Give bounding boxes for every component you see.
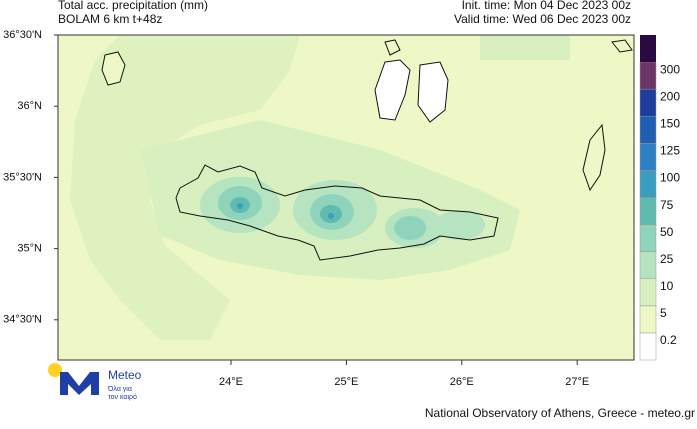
- colorbar-segment: [639, 197, 657, 225]
- colorbar-label: 25: [660, 252, 674, 266]
- colorbar-segment: [639, 251, 657, 280]
- colorbar-segment: [639, 332, 657, 361]
- colorbar-label: 5: [660, 306, 667, 320]
- colorbar-label: 150: [660, 117, 680, 131]
- colorbar-label: 100: [660, 171, 680, 185]
- lon-label: 24°E: [219, 376, 243, 388]
- logo-tagline: τον καιρό: [108, 393, 137, 401]
- lon-label: 26°E: [450, 376, 474, 388]
- precip-area: [328, 213, 334, 219]
- colorbar: 0.2 5 10 25 50 75 100 125 150 200 300: [639, 35, 680, 361]
- island: [374, 59, 411, 121]
- colorbar-label: 200: [660, 89, 680, 103]
- colorbar-segment: [639, 116, 657, 144]
- colorbar-segment: [639, 61, 657, 90]
- island: [611, 39, 633, 53]
- precip-area: [237, 203, 243, 209]
- logo-sun: [48, 363, 62, 377]
- title: Total acc. precipitation (mm): [58, 0, 208, 12]
- logo-tagline: Όλα για: [107, 386, 132, 393]
- colorbar-label: 300: [660, 62, 680, 76]
- colorbar-label: 125: [660, 144, 680, 158]
- map-frame: [57, 34, 635, 361]
- model: BOLAM 6 km t+48z: [58, 12, 162, 26]
- lon-label: 25°E: [334, 376, 358, 388]
- lat-label: 36°30'N: [3, 29, 42, 41]
- map: 36°30'N 36°N 35°30'N 35°N 34°30'N 24°E 25°E 26…: [3, 29, 635, 388]
- island: [582, 123, 606, 192]
- lat-label: 34°30'N: [3, 314, 42, 326]
- logo: Meteo Όλα για τον καιρό: [48, 363, 142, 401]
- colorbar-segment: [639, 224, 657, 252]
- lat-labels: 36°30'N 36°N 35°30'N 35°N 34°30'N: [3, 29, 58, 326]
- colorbar-label: 0.2: [660, 333, 677, 347]
- lat-label: 36°N: [17, 100, 42, 112]
- colorbar-label: 75: [660, 198, 674, 212]
- lon-label: 27°E: [565, 376, 589, 388]
- lat-label: 35°N: [17, 243, 42, 255]
- footer: National Observatory of Athens, Greece -…: [425, 406, 695, 420]
- colorbar-segment: [639, 170, 657, 198]
- precip-area: [70, 35, 300, 340]
- island: [384, 39, 401, 56]
- island: [101, 51, 126, 86]
- crete-outline: [175, 164, 499, 261]
- colorbar-label: 50: [660, 225, 674, 239]
- lat-label: 35°30'N: [3, 171, 42, 183]
- colorbar-segment: [639, 143, 657, 171]
- colorbar-top: [640, 35, 656, 63]
- precip-area: [394, 216, 426, 240]
- init-time: Init. time: Mon 04 Dec 2023 00z: [462, 0, 631, 12]
- logo-name: Meteo: [108, 368, 142, 382]
- lon-labels: 24°E 25°E 26°E 27°E: [219, 360, 589, 388]
- colorbar-segment: [639, 88, 657, 117]
- precip-area: [480, 35, 570, 60]
- colorbar-segment: [639, 278, 657, 307]
- colorbar-label: 10: [660, 279, 674, 293]
- logo-mark: [60, 372, 99, 395]
- colorbar-segment: [639, 305, 657, 334]
- precip-area: [435, 210, 485, 240]
- island: [417, 61, 449, 123]
- valid-time: Valid time: Wed 06 Dec 2023 00z: [454, 12, 631, 26]
